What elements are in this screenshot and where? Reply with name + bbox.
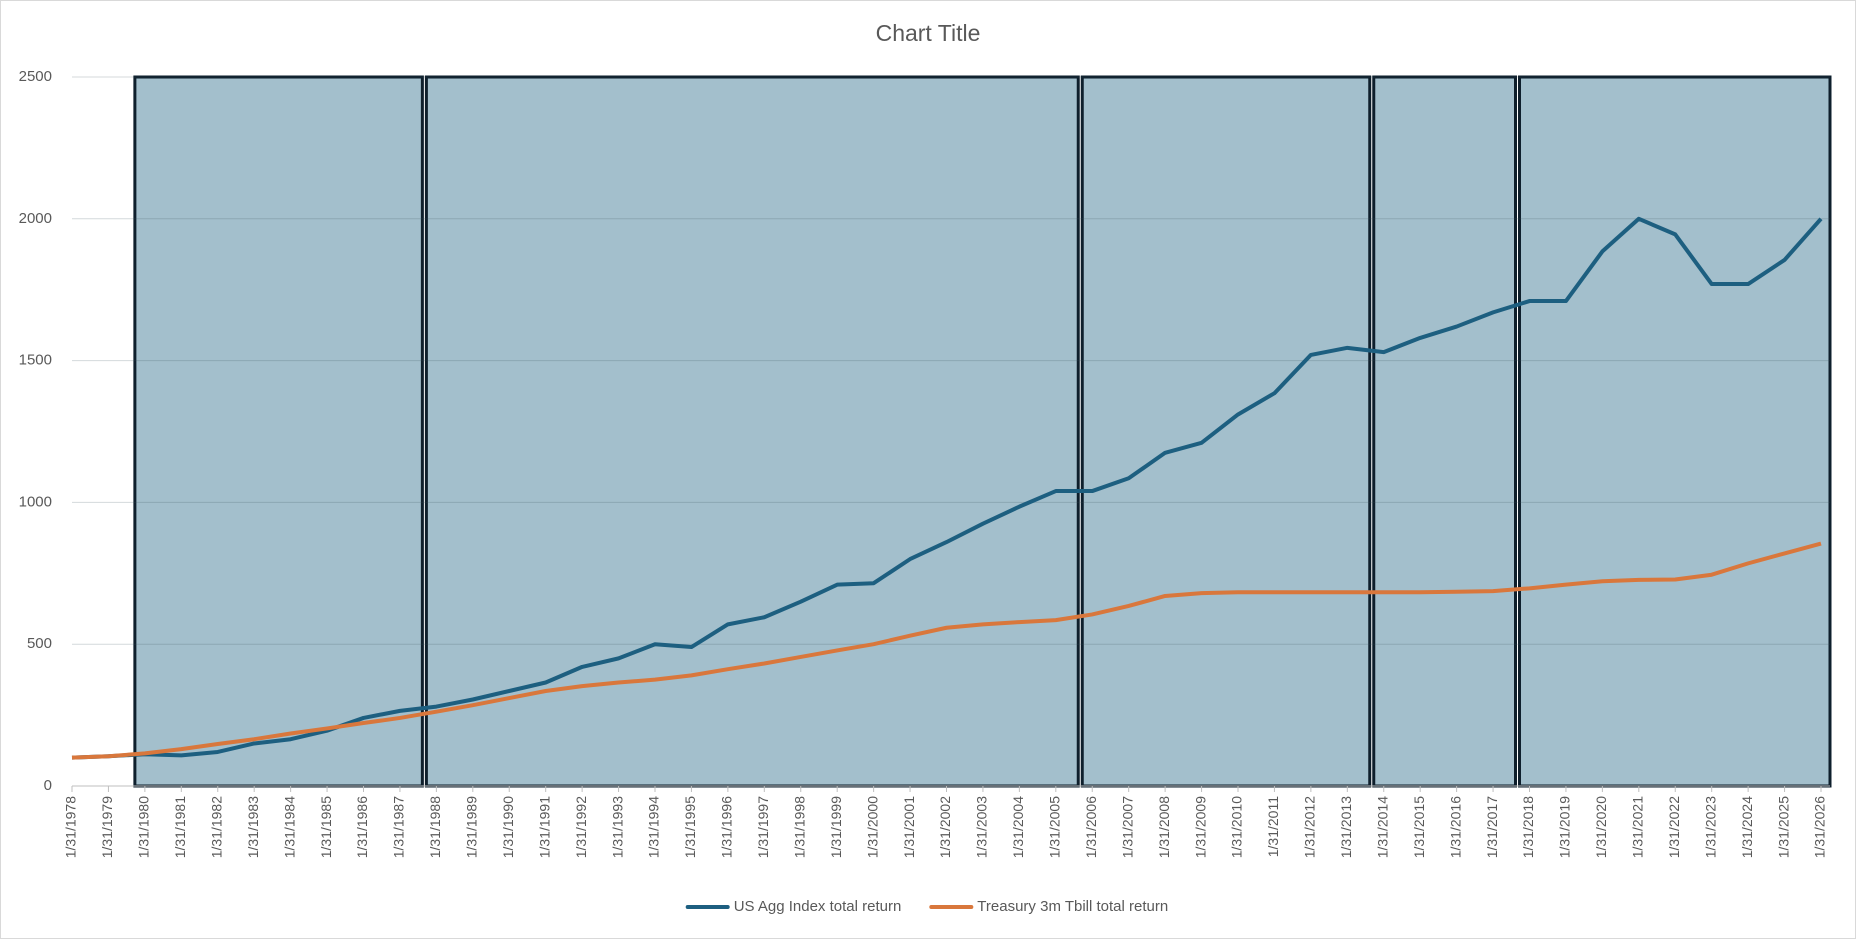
x-tick-label: 1/31/2013 bbox=[1338, 796, 1354, 858]
x-tick-label: 1/31/1996 bbox=[719, 796, 735, 858]
x-tick-label: 1/31/1979 bbox=[99, 796, 115, 858]
period-box bbox=[1372, 75, 1517, 788]
x-tick-label: 1/31/1991 bbox=[536, 796, 552, 858]
x-tick-label: 1/31/1998 bbox=[791, 796, 807, 858]
x-tick-label: 1/31/1987 bbox=[391, 796, 407, 858]
x-tick-label: 1/31/2015 bbox=[1411, 796, 1427, 858]
y-tick-label: 1000 bbox=[19, 493, 52, 510]
period-box bbox=[133, 75, 424, 788]
x-tick-label: 1/31/2004 bbox=[1010, 796, 1026, 858]
x-tick-label: 1/31/2020 bbox=[1593, 796, 1609, 858]
period-box bbox=[424, 75, 1080, 788]
x-tick-label: 1/31/2012 bbox=[1302, 796, 1318, 858]
x-tick-label: 1/31/2006 bbox=[1083, 796, 1099, 858]
x-tick-label: 1/31/1978 bbox=[63, 796, 79, 858]
x-tick-label: 1/31/2010 bbox=[1229, 796, 1245, 858]
x-tick-label: 1/31/1995 bbox=[682, 796, 698, 858]
legend-label: US Agg Index total return bbox=[734, 898, 902, 915]
x-tick-label: 1/31/1990 bbox=[500, 796, 516, 858]
x-tick-label: 1/31/1992 bbox=[573, 796, 589, 858]
y-tick-label: 2500 bbox=[19, 68, 52, 85]
x-tick-label: 1/31/1985 bbox=[318, 796, 334, 858]
legend: US Agg Index total return Treasury 3m Tbi… bbox=[685, 898, 1168, 915]
x-tick-label: 1/31/2009 bbox=[1192, 796, 1208, 858]
x-tick-label: 1/31/1983 bbox=[245, 796, 261, 858]
x-tick-label: 1/31/2005 bbox=[1047, 796, 1063, 858]
x-tick-label: 1/31/2024 bbox=[1739, 796, 1755, 858]
y-tick-label: 2000 bbox=[19, 210, 52, 227]
y-tick-label: 500 bbox=[27, 635, 52, 652]
x-tick-label: 1/31/2014 bbox=[1374, 796, 1390, 858]
x-tick-label: 1/31/2002 bbox=[937, 796, 953, 858]
x-tick-label: 1/31/2011 bbox=[1265, 796, 1281, 857]
chart-title: Chart Title bbox=[876, 20, 981, 46]
x-tick-label: 1/31/2017 bbox=[1484, 796, 1500, 858]
x-tick-label: 1/31/1993 bbox=[609, 796, 625, 858]
period-box bbox=[1518, 75, 1832, 788]
x-tick-label: 1/31/1997 bbox=[755, 796, 771, 858]
x-tick-label: 1/31/2025 bbox=[1775, 796, 1791, 858]
x-tick-label: 1/31/1999 bbox=[828, 796, 844, 858]
x-tick-label: 1/31/1994 bbox=[646, 796, 662, 858]
x-tick-label: 1/31/2026 bbox=[1812, 796, 1828, 858]
y-tick-label: 1500 bbox=[19, 352, 52, 369]
x-tick-label: 1/31/2016 bbox=[1447, 796, 1463, 858]
x-tick-label: 1/31/1981 bbox=[172, 796, 188, 858]
x-tick-label: 1/31/2007 bbox=[1119, 796, 1135, 858]
x-tick-label: 1/31/1982 bbox=[208, 796, 224, 858]
legend-label: Treasury 3m Tbill total return bbox=[977, 898, 1168, 915]
x-tick-label: 1/31/1980 bbox=[136, 796, 152, 858]
period-box bbox=[1080, 75, 1372, 788]
x-tick-label: 1/31/1986 bbox=[354, 796, 370, 858]
x-tick-label: 1/31/2008 bbox=[1156, 796, 1172, 858]
x-tick-label: 1/31/1989 bbox=[464, 796, 480, 858]
x-tick-label: 1/31/2022 bbox=[1666, 796, 1682, 858]
x-tick-label: 1/31/2001 bbox=[901, 796, 917, 858]
x-tick-label: 1/31/1984 bbox=[281, 796, 297, 858]
y-tick-label: 0 bbox=[44, 777, 52, 794]
x-tick-label: 1/31/1988 bbox=[427, 796, 443, 858]
x-tick-label: 1/31/2018 bbox=[1520, 796, 1536, 858]
x-tick-label: 1/31/2023 bbox=[1702, 796, 1718, 858]
x-tick-label: 1/31/2000 bbox=[864, 796, 880, 858]
x-tick-label: 1/31/2019 bbox=[1557, 796, 1573, 858]
x-tick-label: 1/31/2003 bbox=[974, 796, 990, 858]
series-line bbox=[71, 216, 1823, 760]
x-tick-label: 1/31/2021 bbox=[1630, 796, 1646, 858]
series-line bbox=[71, 541, 1822, 760]
